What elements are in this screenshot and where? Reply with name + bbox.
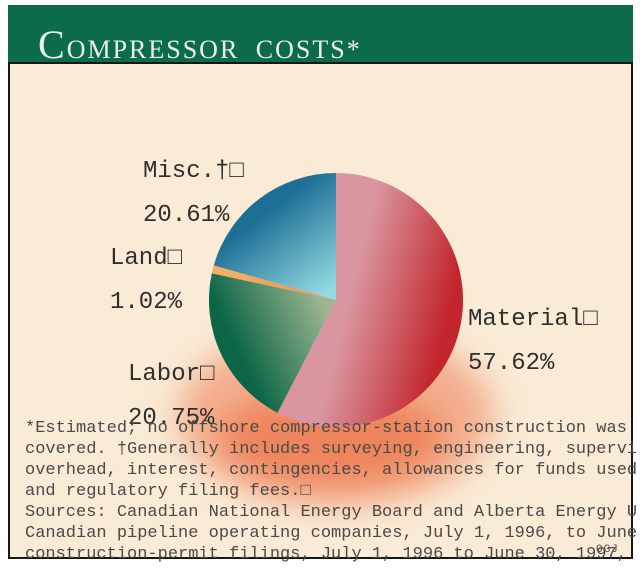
label-misc-name: Misc.†□	[143, 158, 244, 185]
label-misc-value: 20.61%	[143, 202, 230, 229]
label-land: Land□ 1.02%	[110, 245, 183, 316]
label-material: Material□ 57.62%	[468, 306, 598, 377]
label-labor-value: 20.75%	[128, 405, 215, 432]
label-material-name: Material□	[468, 306, 598, 333]
label-land-value: 1.02%	[110, 289, 183, 316]
pie-slice-labor	[208, 273, 336, 413]
credit-ogj: OGJ	[596, 544, 619, 556]
pie-slice-material	[277, 173, 464, 427]
source-line: Sources: Canadian National Energy Board …	[25, 503, 638, 522]
pie-slice-land	[211, 265, 336, 300]
source-line: Canadian pipeline operating companies, J…	[25, 524, 638, 543]
chart-title: COMPRESSOR COSTS*	[38, 22, 362, 67]
footnotes: *Estimated; no offshore compressor-stati…	[25, 418, 637, 565]
label-material-value: 57.62%	[468, 350, 555, 377]
title-banner: COMPRESSOR COSTS*	[8, 5, 633, 67]
label-misc: Misc.†□ 20.61%	[143, 158, 244, 229]
label-labor: Labor□ 20.75%	[128, 361, 215, 432]
footnote-line: covered. †Generally includes surveying, …	[25, 440, 638, 459]
source-line: construction-permit filings, July 1, 199…	[25, 545, 627, 564]
label-land-name: Land□	[110, 245, 183, 272]
footnote-line: overhead, interest, contingencies, allow…	[25, 461, 638, 480]
footnote-line: and regulatory filing fees.□	[25, 482, 311, 501]
footnote-line: *Estimated; no offshore compressor-stati…	[25, 419, 627, 438]
label-labor-name: Labor□	[128, 361, 215, 388]
